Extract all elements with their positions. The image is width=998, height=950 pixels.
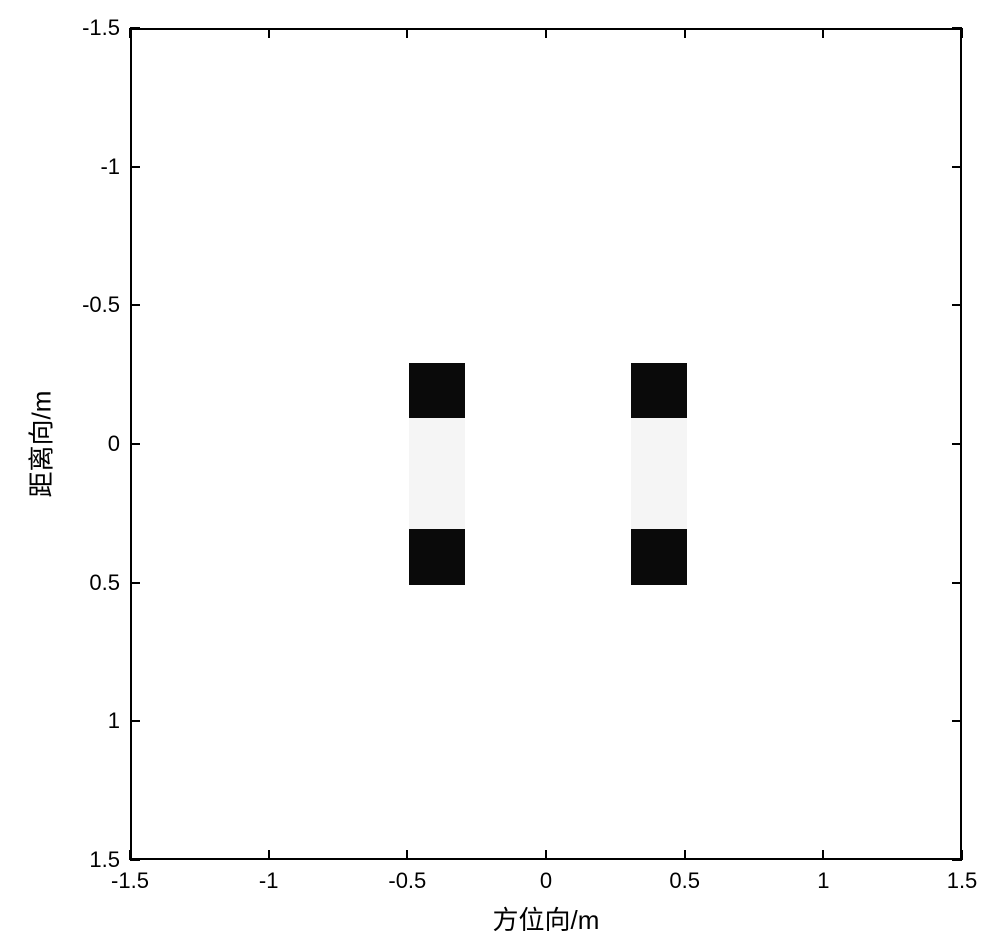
- y-tick-label: -1: [100, 154, 120, 180]
- axis-tick: [545, 850, 547, 860]
- axis-tick: [130, 443, 140, 445]
- axis-tick: [130, 720, 140, 722]
- axis-tick: [268, 850, 270, 860]
- axis-tick: [952, 443, 962, 445]
- y-tick-label: -1.5: [82, 15, 120, 41]
- y-tick-label: 0: [108, 431, 120, 457]
- axis-tick: [822, 850, 824, 860]
- y-axis-label: 距离向/m: [22, 391, 59, 498]
- axis-tick: [406, 28, 408, 38]
- axis-tick: [406, 850, 408, 860]
- axis-tick: [129, 28, 131, 38]
- axis-tick: [684, 850, 686, 860]
- axis-tick: [130, 27, 140, 29]
- y-tick-label: 1.5: [89, 847, 120, 873]
- x-tick-label: 0.5: [669, 868, 700, 894]
- axis-tick: [130, 166, 140, 168]
- target-square-2: [409, 529, 464, 584]
- axis-tick: [952, 582, 962, 584]
- y-tick-label: 0.5: [89, 570, 120, 596]
- x-tick-label: 1: [817, 868, 829, 894]
- axis-tick: [952, 304, 962, 306]
- x-axis-label: 方位向/m: [493, 900, 600, 937]
- x-tick-label: -1: [259, 868, 279, 894]
- axis-tick: [961, 28, 963, 38]
- plot-area: [130, 28, 962, 860]
- y-tick-label: 1: [108, 708, 120, 734]
- axis-tick: [130, 582, 140, 584]
- x-tick-label: 0: [540, 868, 552, 894]
- x-tick-label: -0.5: [388, 868, 426, 894]
- axis-tick: [952, 720, 962, 722]
- target-square-3: [631, 529, 686, 584]
- figure: -1.5-1-0.500.511.5-1.5-1-0.500.511.5 方位向…: [0, 0, 998, 950]
- axis-tick: [130, 304, 140, 306]
- x-tick-label: 1.5: [947, 868, 978, 894]
- y-tick-label: -0.5: [82, 292, 120, 318]
- axis-tick: [822, 28, 824, 38]
- axis-tick: [130, 859, 140, 861]
- axis-tick: [545, 28, 547, 38]
- axis-tick: [268, 28, 270, 38]
- target-square-0: [409, 363, 464, 418]
- axis-tick: [684, 28, 686, 38]
- axis-tick: [952, 27, 962, 29]
- target-square-1: [631, 363, 686, 418]
- axis-tick: [952, 166, 962, 168]
- axis-tick: [952, 859, 962, 861]
